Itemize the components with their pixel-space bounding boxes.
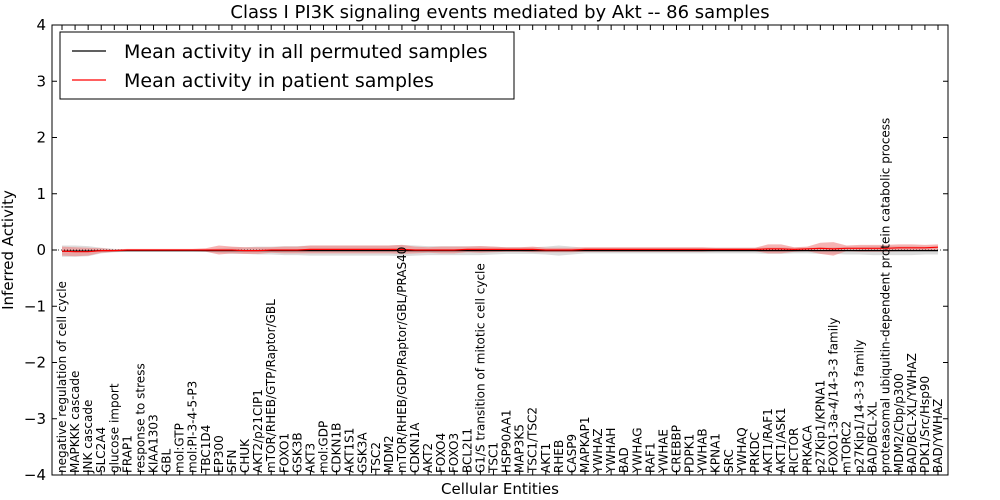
x-entity-label: JNK cascade bbox=[81, 400, 95, 474]
y-tick-label: 4 bbox=[36, 16, 46, 34]
x-entity-label: GSK3B bbox=[290, 432, 304, 473]
x-entity-label: YWHAH bbox=[604, 428, 618, 474]
x-entity-label: TBC1D4 bbox=[199, 425, 213, 474]
x-entity-label: HSP90AA1 bbox=[500, 409, 514, 473]
x-entity-label: AKT3 bbox=[303, 443, 317, 473]
x-entity-label: CASP9 bbox=[565, 434, 579, 473]
x-entity-label: KPNA1 bbox=[709, 433, 723, 473]
x-entity-label: mTOR/RHEB/GTP/Raptor/GBL bbox=[264, 299, 278, 473]
x-entity-label: glucose import bbox=[107, 383, 121, 473]
x-entity-label: mTORC2 bbox=[840, 421, 854, 473]
x-entity-label: RICTOR bbox=[787, 428, 801, 473]
x-entity-label: EP300 bbox=[212, 435, 226, 473]
permuted-mean-line bbox=[62, 250, 938, 252]
legend-label-patient: Mean activity in patient samples bbox=[124, 70, 434, 92]
y-tick-label: 3 bbox=[36, 72, 46, 90]
x-entity-label: YWHAZ bbox=[591, 428, 605, 474]
x-entity-label: PDK1/Src/Hsp90 bbox=[918, 376, 932, 473]
x-entity-label: TSC1/TSC2 bbox=[526, 407, 540, 474]
patient-mean-line bbox=[61, 246, 939, 253]
x-entity-label: BAD/BCL-XL/YWHAZ bbox=[905, 353, 919, 473]
x-entity-label: GSK3A bbox=[356, 432, 370, 473]
x-entity-label: CREBBP bbox=[670, 425, 684, 473]
y-tick-label: −3 bbox=[24, 410, 46, 428]
x-entity-label: BAD bbox=[617, 447, 631, 473]
x-entity-label: AKT1/RAF1 bbox=[761, 408, 775, 473]
legend-label-permuted: Mean activity in all permuted samples bbox=[124, 41, 487, 63]
x-entity-label: CDKN1B bbox=[330, 423, 344, 473]
x-entity-label: mTOR/RHEB/GDP/Raptor/GBL/PRAS40 bbox=[395, 247, 409, 473]
x-entity-label: FOXO1-3a-4/14-3-3 family bbox=[826, 318, 840, 474]
x-entity-label: TSC1 bbox=[487, 442, 501, 474]
x-entity-label: BCL2L1 bbox=[460, 428, 474, 473]
y-tick-label: 2 bbox=[36, 129, 46, 147]
x-entity-label: MDM2/Cbp/p300 bbox=[892, 373, 906, 473]
x-entity-label: FOXO3 bbox=[447, 433, 461, 473]
x-entity-label: FRAP1 bbox=[120, 435, 134, 473]
x-entity-label: SFN bbox=[225, 450, 239, 474]
y-tick-label: 0 bbox=[36, 241, 46, 259]
x-entity-label: FOXO4 bbox=[434, 433, 448, 473]
x-entity-label: RHEB bbox=[552, 440, 566, 473]
x-entity-label: PRKDC bbox=[748, 432, 762, 473]
x-entity-label: CDKN1A bbox=[408, 422, 422, 473]
legend: Mean activity in all permuted samples Me… bbox=[59, 31, 515, 100]
x-entity-label: BAD/BCL-XL bbox=[866, 401, 880, 473]
x-axis-entity-labels: negative regulation of cell cycle MAPKKK … bbox=[55, 25, 945, 475]
x-entity-label: YWHAG bbox=[630, 427, 644, 474]
y-tick-label: −1 bbox=[24, 297, 46, 315]
x-axis-title: Cellular Entities bbox=[441, 480, 559, 498]
chart-title: Class I PI3K signaling events mediated b… bbox=[230, 2, 769, 23]
y-tick-label: −2 bbox=[24, 354, 46, 372]
y-axis: −4 −3 −2 −1 0 1 2 3 4 bbox=[24, 16, 948, 484]
y-axis-title: Inferred Activity bbox=[0, 190, 17, 310]
x-entity-label: YWHAQ bbox=[735, 427, 749, 474]
x-entity-label: MAP3K5 bbox=[513, 424, 527, 473]
x-entity-label: negative regulation of cell cycle bbox=[55, 281, 69, 473]
x-entity-label: PRKACA bbox=[800, 424, 814, 473]
x-entity-label: YWHAE bbox=[656, 429, 670, 474]
x-entity-label: TSC2 bbox=[369, 442, 383, 474]
x-entity-label: RAF1 bbox=[643, 442, 657, 473]
y-tick-label: 1 bbox=[36, 185, 46, 203]
x-entity-label: AKT2 bbox=[421, 443, 435, 473]
x-entity-label: CHUK bbox=[238, 438, 252, 473]
x-entity-label: FOXO1 bbox=[277, 433, 291, 473]
x-entity-label: response to stress bbox=[133, 363, 147, 473]
x-entity-label: p27Kip1/14-3-3 family bbox=[853, 340, 867, 473]
x-entity-label: mol:GDP bbox=[317, 421, 331, 473]
x-entity-label: BAD/YWHAZ bbox=[931, 399, 945, 473]
legend-box bbox=[59, 31, 515, 100]
x-entity-label: MDM2 bbox=[382, 435, 396, 473]
y-tick-label: −4 bbox=[24, 466, 46, 484]
x-entity-label: p27Kip1/KPNA1 bbox=[813, 380, 827, 473]
x-entity-label: MAPKAP1 bbox=[578, 416, 592, 473]
x-entity-label: PDPK1 bbox=[683, 434, 697, 473]
x-entity-label: mol:PI-3-4-5-P3 bbox=[186, 381, 200, 473]
x-entity-label: G1/S transition of mitotic cell cycle bbox=[473, 263, 487, 473]
x-entity-label: YWHAB bbox=[696, 428, 710, 474]
x-entity-label: SRC bbox=[722, 449, 736, 473]
plot-area bbox=[51, 24, 949, 476]
x-entity-label: mol:GTP bbox=[173, 423, 187, 473]
x-entity-label: GBL bbox=[160, 448, 174, 473]
x-entity-label: AKT2/p21CIP1 bbox=[251, 389, 265, 473]
x-entity-label: AKT1 bbox=[539, 443, 553, 473]
x-entity-label: SLC2A4 bbox=[94, 427, 108, 473]
x-entity-label: AKT1S1 bbox=[343, 428, 357, 473]
x-entity-label: KIAA1303 bbox=[147, 414, 161, 473]
x-entity-label: AKT1/ASK1 bbox=[774, 408, 788, 473]
x-entity-label: proteasomal ubiquitin-dependent protein … bbox=[879, 118, 893, 473]
x-entity-label: MAPKKK cascade bbox=[68, 371, 82, 473]
